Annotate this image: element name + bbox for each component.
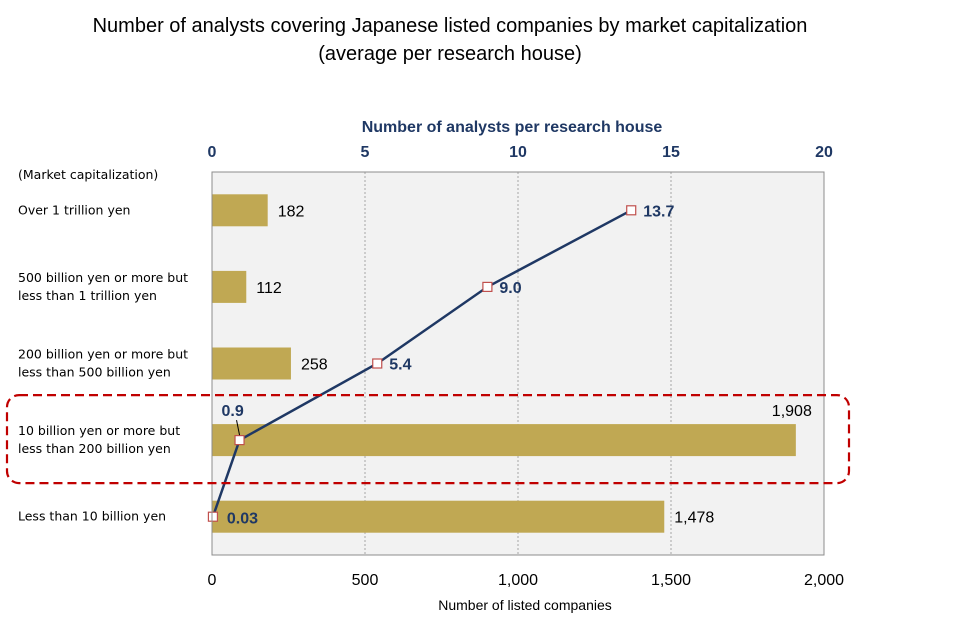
category-labels: Over 1 trillion yen 500 billion yen or mo… [18,202,188,523]
top-tick-label: 5 [361,144,370,161]
category-label: less than 500 billion yen [18,365,171,380]
category-label: 10 billion yen or more but [18,423,180,438]
bar-value-label: 1,478 [674,510,714,527]
bottom-tick-label: 1,000 [498,572,538,589]
top-tick-label: 20 [815,144,833,161]
line-marker [207,511,219,522]
top-tick-label: 0 [208,144,217,161]
bar [212,194,268,227]
bottom-tick-label: 0 [208,572,217,589]
bar [212,347,291,380]
plot-area [212,172,824,555]
line-series [207,205,637,522]
bar [212,424,796,457]
line-marker [372,358,383,369]
label-leader [236,420,241,436]
top-axis-title: Number of analysts per research house [362,119,663,136]
category-label: 500 billion yen or more but [18,270,188,285]
category-label: Over 1 trillion yen [18,202,130,217]
bar [212,500,665,533]
bottom-tick-label: 500 [352,572,379,589]
bar-value-label: 182 [278,203,305,220]
plot-border [211,171,825,556]
bar-series [212,194,796,533]
bar-value-label: 1,908 [772,403,812,420]
line-value-label: 0.9 [222,403,244,420]
top-tick-label: 10 [509,144,527,161]
category-label: less than 1 trillion yen [18,288,157,303]
line-value-label: 13.7 [643,203,674,220]
highlight-box [5,394,851,485]
line-marker [234,435,245,446]
line-value-label: 5.4 [389,357,411,374]
chart-title: Number of analysts covering Japanese lis… [93,15,808,37]
top-tick-label: 15 [662,144,680,161]
category-label: Less than 10 billion yen [18,509,166,524]
line-value-label: 0.03 [227,511,258,528]
category-label: less than 200 billion yen [18,441,171,456]
line-marker [482,281,493,292]
chart-subtitle: (average per research house) [318,43,581,65]
axes: 0 500 1,000 1,500 2,000 0 5 10 15 20 [208,144,845,589]
category-axis-title: (Market capitalization) [18,167,158,182]
bottom-tick-label: 1,500 [651,572,691,589]
bar [212,270,247,303]
bar-value-label: 112 [256,280,282,297]
bottom-tick-label: 2,000 [804,572,844,589]
bar-value-label: 258 [301,357,328,374]
bottom-axis-title: Number of listed companies [438,597,612,613]
category-label: 200 billion yen or more but [18,347,188,362]
line-marker [626,205,637,216]
line-value-label: 9.0 [499,280,521,297]
data-labels: 182 112 258 1,908 1,478 13.7 9.0 5.4 0.9 0.03 [222,203,812,527]
